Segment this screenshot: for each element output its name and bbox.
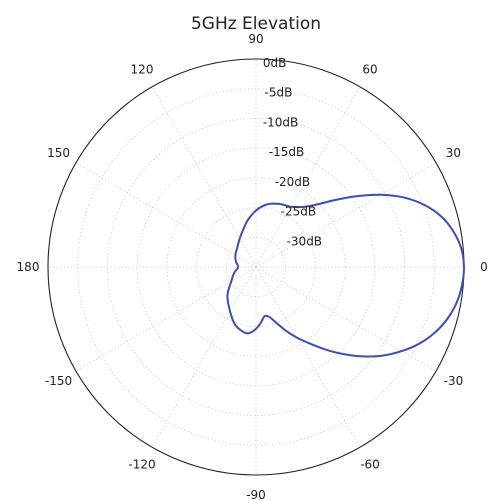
angle-tick-label-7: -150 [45,374,72,388]
angle-tick-label-8: -120 [128,457,155,471]
radial-tick-label-4: -20dB [275,175,310,189]
grid-spoke-1 [255,162,437,268]
angle-tick-label-11: -30 [444,374,464,388]
angle-tick-label-5: 150 [47,146,70,160]
angle-tick-label-1: 30 [446,146,461,160]
grid-ring-4 [166,177,346,357]
angle-tick-labels: 0 30 60 90 120 150 180 -150 -120 -90 -60 -30 [17,32,488,501]
chart-title: 5GHz Elevation [191,14,321,34]
angle-tick-label-10: -60 [360,457,380,471]
angle-tick-label-3: 90 [248,32,263,46]
grid-spoke-11 [255,266,437,372]
radial-tick-label-5: -25dB [281,205,316,219]
grid-spoke-8 [151,266,257,448]
series-line-0 [226,193,466,358]
angle-tick-label-0: 0 [480,260,488,274]
series-layer [226,193,466,358]
angle-tick-label-4: 120 [131,63,154,77]
angle-tick-label-9: -90 [246,488,266,501]
grid-ring-1 [77,88,435,446]
grid-spoke-4 [151,86,257,268]
grid-spoke-7 [75,266,257,372]
angle-tick-label-6: 180 [17,260,40,274]
grid-spoke-2 [255,86,361,268]
angle-tick-label-2: 60 [362,63,377,77]
grid-spoke-5 [75,162,257,268]
radial-tick-label-3: -15dB [269,145,304,159]
radial-tick-label-0: 0dB [263,56,286,70]
radial-tick-label-1: -5dB [265,86,293,100]
grid-ring-5 [196,207,316,327]
grid [48,59,464,475]
radial-tick-labels: 0dB -5dB -10dB -15dB -20dB -25dB -30dB [263,56,322,248]
radial-tick-label-2: -10dB [263,115,298,129]
grid-spoke-10 [255,266,361,448]
radial-tick-label-6: -30dB [287,234,322,248]
